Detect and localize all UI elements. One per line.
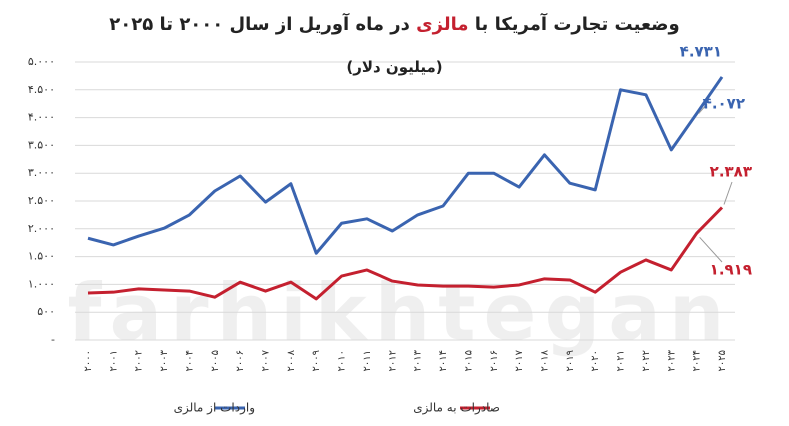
x-tick-label: ۲۰۲۰ bbox=[590, 350, 601, 371]
x-tick-label: ۲۰۰۵ bbox=[210, 350, 221, 371]
y-tick-label: ۲.۵۰۰ bbox=[28, 194, 55, 207]
value-label: ۴.۷۳۱ bbox=[680, 43, 722, 61]
legend-item: صادرات به مالزی bbox=[413, 401, 500, 416]
legend-item: واردات از مالزی bbox=[174, 401, 255, 416]
y-tick-label: ۵۰۰ bbox=[37, 305, 55, 318]
series-line bbox=[87, 206, 724, 301]
x-tick-label: ۲۰۲۲ bbox=[641, 350, 652, 371]
x-tick-label: ۲۰۰۱ bbox=[108, 350, 119, 371]
x-tick-label: ۲۰۱۱ bbox=[362, 350, 373, 371]
y-tick-label: ۵.۰۰۰ bbox=[28, 55, 55, 68]
x-tick-label: ۲۰۰۶ bbox=[235, 350, 246, 371]
chart-subtitle: (میلیون دلار) bbox=[346, 58, 443, 76]
y-tick-label: ۱.۵۰۰ bbox=[28, 250, 55, 263]
y-tick-label: ۱.۰۰۰ bbox=[28, 277, 55, 290]
title-part: وضعیت تجارت آمریکا با bbox=[468, 14, 680, 35]
x-tick-label: ۲۰۲۴ bbox=[692, 350, 703, 371]
x-tick-label: ۲۰۰۸ bbox=[286, 349, 297, 371]
x-tick-label: ۲۰۱۷ bbox=[514, 349, 525, 371]
title-part: در ماه آوریل از سال ۲۰۰۰ تا ۲۰۲۵ bbox=[109, 14, 417, 35]
x-tick-label: ۲۰۱۹ bbox=[565, 350, 576, 371]
value-label: ۲.۳۸۳ bbox=[710, 163, 752, 181]
title-part: مالزی bbox=[416, 14, 469, 35]
y-tick-label: ۴.۰۰۰ bbox=[28, 111, 55, 124]
x-tick-label: ۲۰۰۰ bbox=[83, 350, 94, 371]
y-tick-label: ۳.۰۰۰ bbox=[28, 166, 55, 179]
y-tick-label: ۲.۰۰۰ bbox=[28, 222, 55, 235]
x-tick-label: ۲۰۰۹ bbox=[311, 350, 322, 371]
x-tick-label: ۲۰۱۰ bbox=[337, 350, 348, 371]
y-tick-label: - bbox=[51, 333, 55, 346]
leader-line bbox=[698, 103, 708, 114]
x-tick-label: ۲۰۱۸ bbox=[539, 349, 550, 371]
x-tick-label: ۲۰۰۳ bbox=[159, 349, 170, 371]
leader-line bbox=[699, 236, 723, 263]
value-label: ۴.۰۷۲ bbox=[703, 95, 745, 113]
x-tick-label: ۲۰۲۱ bbox=[616, 350, 627, 371]
x-tick-label: ۲۰۱۴ bbox=[438, 350, 449, 371]
chart-title: وضعیت تجارت آمریکا با مالزی در ماه آوریل… bbox=[0, 14, 789, 35]
y-tick-label: ۴.۵۰۰ bbox=[28, 83, 55, 96]
legend-label: واردات از مالزی bbox=[174, 401, 255, 416]
leader-line bbox=[723, 181, 733, 205]
x-tick-label: ۲۰۰۲ bbox=[134, 350, 145, 371]
legend-label: صادرات به مالزی bbox=[413, 401, 500, 416]
series-line bbox=[87, 76, 724, 255]
x-tick-label: ۲۰۱۲ bbox=[387, 350, 398, 371]
value-label: ۱.۹۱۹ bbox=[710, 261, 752, 279]
x-tick-label: ۲۰۱۶ bbox=[489, 350, 500, 371]
x-tick-label: ۲۰۲۳ bbox=[666, 349, 677, 371]
x-tick-label: ۲۰۱۳ bbox=[413, 349, 424, 371]
watermark: farhikhtegan bbox=[68, 268, 733, 358]
x-tick-label: ۲۰۱۵ bbox=[463, 350, 474, 371]
x-tick-label: ۲۰۲۵ bbox=[717, 350, 728, 371]
y-tick-label: ۳.۵۰۰ bbox=[28, 138, 55, 151]
x-tick-label: ۲۰۰۷ bbox=[261, 349, 272, 371]
x-tick-label: ۲۰۰۴ bbox=[184, 350, 195, 371]
